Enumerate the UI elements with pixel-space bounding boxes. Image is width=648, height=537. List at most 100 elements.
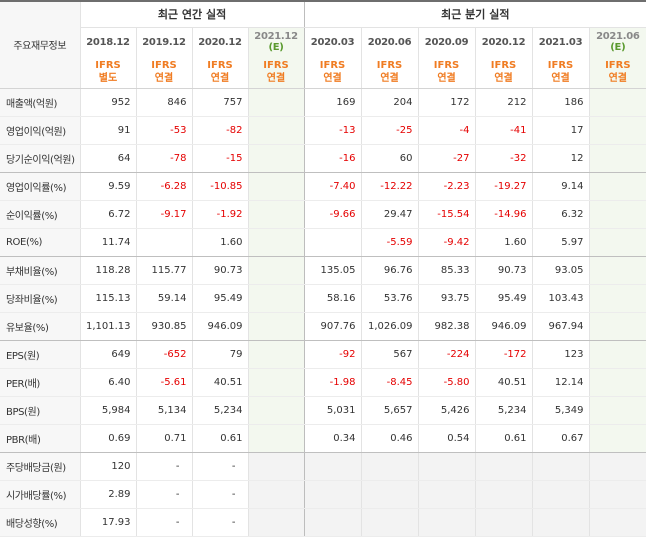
value-cell bbox=[588, 228, 647, 257]
table-row: 부채비율(%) 118.28 115.77 90.73 135.05 96.76 85.33… bbox=[0, 256, 647, 285]
value-cell bbox=[588, 200, 647, 229]
value-cell: 5,349 bbox=[531, 396, 590, 425]
value-cell: 172 bbox=[417, 88, 476, 117]
value-cell: 95.49 bbox=[474, 284, 533, 313]
value-cell: -10.85 bbox=[191, 172, 248, 201]
value-cell bbox=[588, 312, 647, 341]
value-cell: 17.93 bbox=[79, 508, 136, 537]
value-cell: 212 bbox=[474, 88, 533, 117]
value-cell: -652 bbox=[135, 340, 192, 369]
estimate-marker: (E) bbox=[268, 42, 284, 54]
value-cell bbox=[247, 172, 305, 201]
value-cell: 5,426 bbox=[417, 396, 476, 425]
value-cell: 85.33 bbox=[417, 256, 476, 285]
value-cell bbox=[360, 508, 419, 537]
standard-label: IFRS bbox=[95, 60, 121, 72]
consolidation-label: 연결 bbox=[437, 73, 456, 85]
table-body: 매출액(억원) 952 846 757 169 204 172 212 186 영업이익(억원) 9… bbox=[0, 88, 647, 537]
value-cell bbox=[247, 452, 305, 481]
value-cell: - bbox=[135, 452, 192, 481]
value-cell: 12 bbox=[531, 144, 590, 173]
value-cell: 9.14 bbox=[531, 172, 590, 201]
value-cell: -9.66 bbox=[303, 200, 362, 229]
value-cell: 946.09 bbox=[191, 312, 248, 341]
table-row: 순이익률(%) 6.72 -9.17 -1.92 -9.66 29.47 -15.54 -14… bbox=[0, 200, 647, 229]
value-cell: -5.59 bbox=[360, 228, 419, 257]
period-header: 2018.12 bbox=[79, 27, 136, 57]
table-row: 매출액(억원) 952 846 757 169 204 172 212 186 bbox=[0, 88, 647, 117]
value-cell: 1,101.13 bbox=[79, 312, 136, 341]
value-cell: -16 bbox=[303, 144, 362, 173]
row-label: ROE(%) bbox=[0, 228, 80, 257]
period-header: 2020.12 bbox=[191, 27, 248, 57]
value-cell: 93.05 bbox=[531, 256, 590, 285]
consolidation-label: 연결 bbox=[494, 73, 513, 85]
consolidation-label: 연결 bbox=[154, 73, 174, 85]
table-row: EPS(원) 649 -652 79 -92 567 -224 -172 123 bbox=[0, 340, 647, 369]
table-row: PBR(배) 0.69 0.71 0.61 0.34 0.46 0.54 0.61 0.67 bbox=[0, 424, 647, 453]
value-cell bbox=[588, 172, 647, 201]
value-cell bbox=[135, 228, 192, 257]
row-label: 영업이익(억원) bbox=[0, 116, 80, 145]
value-cell: 0.46 bbox=[360, 424, 419, 453]
value-cell: 58.16 bbox=[303, 284, 362, 313]
period-header-row: 2018.12 2019.12 2020.12 2021.12 (E) 2020… bbox=[0, 27, 647, 57]
value-cell: -27 bbox=[417, 144, 476, 173]
value-cell bbox=[588, 368, 647, 397]
value-cell: -1.98 bbox=[303, 368, 362, 397]
value-cell: 53.76 bbox=[360, 284, 419, 313]
value-cell bbox=[588, 116, 647, 145]
value-cell bbox=[588, 340, 647, 369]
value-cell: 11.74 bbox=[79, 228, 136, 257]
value-cell: - bbox=[191, 508, 248, 537]
value-cell: -15.54 bbox=[417, 200, 476, 229]
value-cell: 29.47 bbox=[360, 200, 419, 229]
value-cell bbox=[247, 508, 305, 537]
row-label: 시가배당률(%) bbox=[0, 480, 80, 509]
table-row: 유보율(%) 1,101.13 930.85 946.09 907.76 1,026.09… bbox=[0, 312, 647, 341]
value-cell: 90.73 bbox=[474, 256, 533, 285]
value-cell: 967.94 bbox=[531, 312, 590, 341]
value-cell: 95.49 bbox=[191, 284, 248, 313]
value-cell bbox=[531, 480, 590, 509]
value-cell: 17 bbox=[531, 116, 590, 145]
value-cell: 135.05 bbox=[303, 256, 362, 285]
value-cell: -5.80 bbox=[417, 368, 476, 397]
value-cell: 93.75 bbox=[417, 284, 476, 313]
value-cell: 567 bbox=[360, 340, 419, 369]
value-cell: - bbox=[135, 508, 192, 537]
value-cell bbox=[474, 508, 533, 537]
period-header-estimate: 2021.12 (E) bbox=[247, 27, 305, 57]
row-label: 당기순이익(억원) bbox=[0, 144, 80, 173]
annual-group-header: 최근 연간 실적 bbox=[79, 1, 305, 28]
table-row: 주당배당금(원) 120- - bbox=[0, 452, 647, 481]
value-cell bbox=[247, 116, 305, 145]
value-cell bbox=[588, 508, 647, 537]
standard-label: IFRS bbox=[605, 60, 631, 72]
value-cell: 115.13 bbox=[79, 284, 136, 313]
table-row: 영업이익률(%) 9.59 -6.28 -10.85 -7.40 -12.22 -2.23-… bbox=[0, 172, 647, 201]
row-label: 배당성향(%) bbox=[0, 508, 80, 537]
value-cell: -13 bbox=[303, 116, 362, 145]
value-cell: 1.60 bbox=[191, 228, 248, 257]
value-cell: 1,026.09 bbox=[360, 312, 419, 341]
value-cell: 5,234 bbox=[474, 396, 533, 425]
period-header: 2019.12 bbox=[135, 27, 192, 57]
value-cell: 846 bbox=[135, 88, 192, 117]
value-cell: -32 bbox=[474, 144, 533, 173]
value-cell: 60 bbox=[360, 144, 419, 173]
standard-label: IFRS bbox=[490, 60, 517, 72]
accounting-standard-cell: IFRS 연결 bbox=[191, 57, 248, 89]
value-cell: -1.92 bbox=[191, 200, 248, 229]
row-label: PER(배) bbox=[0, 368, 80, 397]
value-cell bbox=[417, 508, 476, 537]
value-cell bbox=[474, 480, 533, 509]
value-cell: 0.71 bbox=[135, 424, 192, 453]
value-cell bbox=[247, 312, 305, 341]
value-cell: 103.43 bbox=[531, 284, 590, 313]
value-cell bbox=[588, 424, 647, 453]
table-row: BPS(원) 5,984 5,134 5,234 5,031 5,657 5,426 5,23… bbox=[0, 396, 647, 425]
value-cell: -7.40 bbox=[303, 172, 362, 201]
value-cell bbox=[531, 508, 590, 537]
